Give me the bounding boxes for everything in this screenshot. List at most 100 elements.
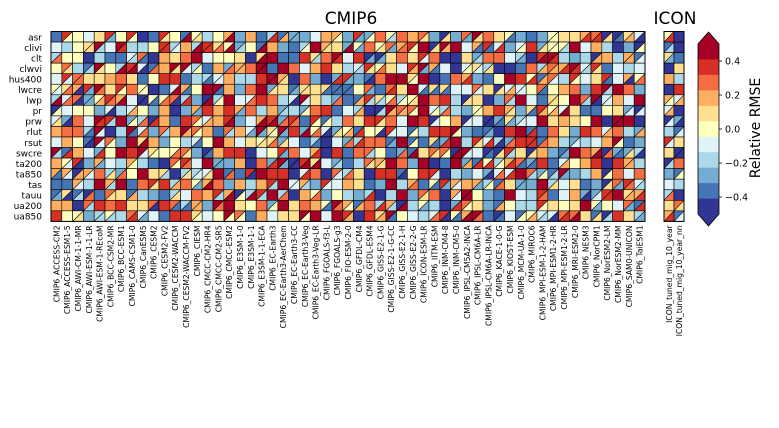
cell-diagonal <box>385 31 397 43</box>
heatmap-cell <box>396 210 408 222</box>
cell-fill <box>418 147 429 159</box>
heatmap-cell <box>288 178 300 191</box>
cell-fill <box>72 63 84 74</box>
cell-fill <box>105 200 116 211</box>
heatmap-cell <box>558 200 570 212</box>
cell-diagonal <box>363 94 376 106</box>
cell-fill <box>429 94 440 106</box>
cell-fill <box>429 52 440 64</box>
heatmap-cell <box>169 200 181 212</box>
heatmap-cell <box>93 189 106 201</box>
heatmap-cell <box>569 136 581 148</box>
cell-diagonal <box>536 136 549 148</box>
cell-fill <box>159 179 170 190</box>
cell-fill <box>159 115 170 127</box>
heatmap-cell <box>158 83 171 96</box>
heatmap-cell <box>417 31 430 43</box>
heatmap-cell <box>201 147 214 159</box>
cell-fill <box>461 126 473 137</box>
heatmap-cell <box>115 189 127 201</box>
row-label: clivi <box>24 44 42 54</box>
cell-fill <box>213 179 224 190</box>
heatmap-cell <box>353 200 365 212</box>
heatmap-cell <box>83 168 95 180</box>
heatmap-cell <box>601 52 613 64</box>
cell-diagonal <box>169 178 181 190</box>
cell-diagonal <box>407 62 419 74</box>
cell-fill <box>580 158 591 169</box>
cell-diagonal <box>569 62 581 74</box>
cell-diagonal <box>461 94 473 106</box>
cell-fill <box>267 105 278 116</box>
heatmap-cell <box>72 178 84 191</box>
heatmap-cell <box>309 210 322 222</box>
icon-heatmap-panel <box>663 31 685 222</box>
heatmap-cell <box>320 126 333 138</box>
cell-diagonal <box>115 84 127 96</box>
cell-fill <box>310 168 321 180</box>
heatmap-cell <box>385 210 397 222</box>
heatmap-cell <box>385 94 397 106</box>
cell-fill <box>61 200 73 211</box>
heatmap-cell <box>320 115 333 127</box>
heatmap-cell <box>104 73 117 85</box>
cell-diagonal <box>504 168 516 180</box>
cell-diagonal <box>83 126 95 138</box>
cell-fill <box>396 158 408 169</box>
heatmap-cell <box>158 189 171 201</box>
heatmap-cell <box>331 105 343 117</box>
cell-fill <box>385 189 397 201</box>
cell-fill <box>256 200 267 211</box>
cell-fill <box>612 168 624 180</box>
cell-fill <box>674 31 684 43</box>
heatmap-cell <box>223 62 235 75</box>
heatmap-cell <box>396 41 408 53</box>
cell-fill <box>105 63 116 74</box>
heatmap-cell <box>673 147 685 159</box>
heatmap-cell <box>633 105 646 117</box>
heatmap-cell <box>353 83 365 96</box>
cell-fill <box>375 84 386 95</box>
heatmap-cell <box>623 52 635 64</box>
heatmap-cell <box>536 136 549 148</box>
heatmap-cell <box>147 105 160 117</box>
heatmap-cell <box>547 94 559 106</box>
heatmap-cell <box>439 52 451 64</box>
heatmap-cell <box>277 178 289 191</box>
cell-fill <box>396 115 408 127</box>
cell-fill <box>105 84 116 95</box>
heatmap-cell <box>50 105 63 117</box>
heatmap-cell <box>525 200 538 212</box>
row-label: lwp <box>26 97 42 107</box>
cell-diagonal <box>471 62 484 74</box>
cell-diagonal <box>147 115 160 127</box>
cell-fill <box>137 158 149 169</box>
cell-fill <box>115 115 127 127</box>
cell-fill <box>234 126 246 137</box>
heatmap-cell <box>623 147 635 159</box>
cell-diagonal <box>547 41 559 53</box>
heatmap-cell <box>288 62 300 75</box>
cell-fill <box>169 137 181 148</box>
cell-diagonal <box>104 178 117 190</box>
row-label: ua850 <box>14 213 43 223</box>
colorbar-tick-label: 0.2 <box>725 91 740 102</box>
cell-diagonal <box>633 73 646 85</box>
heatmap-cell <box>673 168 685 180</box>
heatmap-cell <box>385 105 397 117</box>
cell-fill <box>342 179 354 190</box>
heatmap-cell <box>471 157 484 169</box>
heatmap-cell <box>212 115 225 127</box>
heatmap-cell <box>385 147 397 159</box>
cell-diagonal <box>385 41 397 53</box>
heatmap-cell <box>169 115 181 127</box>
heatmap-cell <box>115 126 127 138</box>
cell-fill <box>288 200 300 211</box>
heatmap-cell <box>536 62 549 75</box>
cell-fill <box>450 168 462 180</box>
cell-diagonal <box>191 115 203 127</box>
cell-diagonal <box>363 84 376 96</box>
heatmap-cell <box>234 189 246 201</box>
cell-fill <box>674 73 684 85</box>
heatmap-cell <box>255 126 268 138</box>
